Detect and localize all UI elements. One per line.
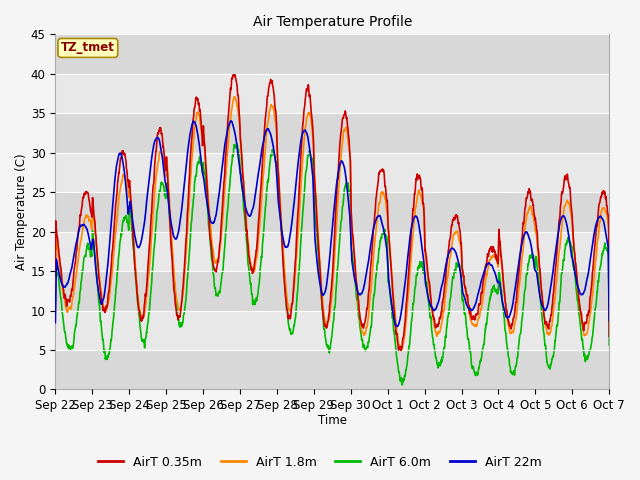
Legend: AirT 0.35m, AirT 1.8m, AirT 6.0m, AirT 22m: AirT 0.35m, AirT 1.8m, AirT 6.0m, AirT 2… bbox=[93, 451, 547, 474]
Y-axis label: Air Temperature (C): Air Temperature (C) bbox=[15, 154, 28, 270]
X-axis label: Time: Time bbox=[318, 414, 347, 427]
Bar bbox=[56, 232, 609, 271]
Bar bbox=[56, 271, 609, 311]
Bar bbox=[56, 35, 609, 74]
Bar bbox=[56, 350, 609, 389]
Bar bbox=[56, 74, 609, 113]
Title: Air Temperature Profile: Air Temperature Profile bbox=[253, 15, 412, 29]
Text: TZ_tmet: TZ_tmet bbox=[61, 41, 115, 54]
Bar bbox=[56, 192, 609, 232]
Bar bbox=[56, 113, 609, 153]
Bar bbox=[56, 311, 609, 350]
Bar bbox=[56, 153, 609, 192]
